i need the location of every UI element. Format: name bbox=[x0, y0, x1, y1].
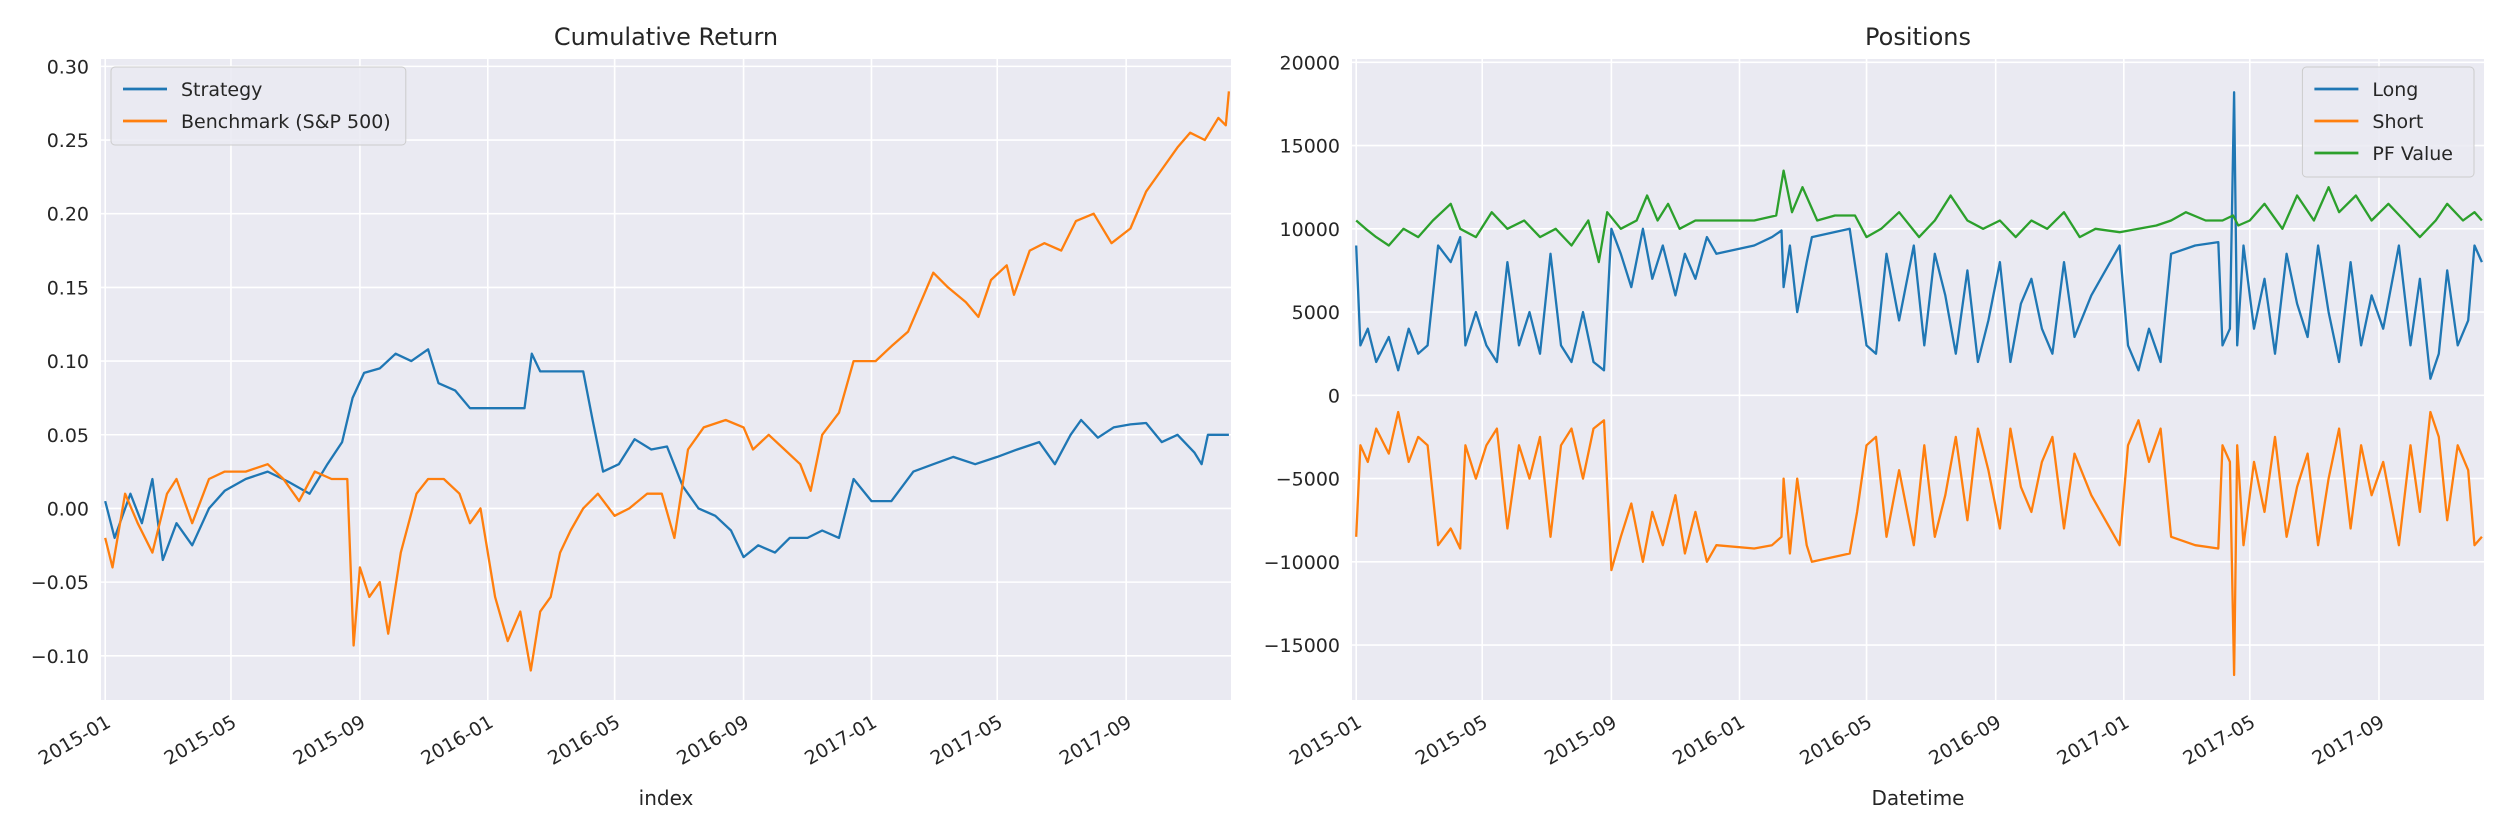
series-line-benchmark-s-p-500 bbox=[104, 91, 1231, 672]
x-tick-label: 2017-01 bbox=[801, 711, 881, 770]
x-tick-label: 2015-09 bbox=[289, 711, 369, 770]
y-tick-label: 10000 bbox=[1280, 219, 1340, 241]
x-axis-label: index bbox=[639, 786, 694, 810]
y-tick-label: 15000 bbox=[1280, 136, 1340, 158]
y-tick-label: 20000 bbox=[1280, 52, 1340, 74]
y-tick-label: 0.10 bbox=[47, 351, 89, 373]
legend-box bbox=[2301, 66, 2475, 178]
y-tick-label: −0.10 bbox=[31, 646, 89, 668]
x-tick-label: 2015-01 bbox=[1286, 711, 1366, 770]
y-tick-label: −0.05 bbox=[31, 572, 89, 594]
plot-area bbox=[1352, 59, 2484, 700]
y-tick-label: 0.00 bbox=[47, 498, 89, 520]
series-line-pf-value bbox=[1355, 169, 2483, 264]
series-line-long bbox=[1355, 91, 2483, 380]
legend-box bbox=[110, 66, 407, 146]
x-tick-label: 2015-01 bbox=[35, 711, 115, 770]
plot-area bbox=[101, 59, 1231, 700]
series-line-short bbox=[1355, 410, 2483, 677]
x-axis-label: Datetime bbox=[1872, 786, 1965, 810]
x-tick-label: 2016-05 bbox=[544, 711, 624, 770]
x-tick-label: 2015-05 bbox=[1412, 711, 1492, 770]
x-tick-label: 2017-09 bbox=[2309, 711, 2389, 770]
y-tick-label: 0.05 bbox=[47, 425, 89, 447]
legend-label: Long bbox=[2372, 79, 2418, 101]
x-tick-label: 2016-09 bbox=[1925, 711, 2005, 770]
chart-title: Positions bbox=[1865, 23, 1971, 51]
y-tick-label: −15000 bbox=[1264, 635, 1340, 657]
x-tick-label: 2017-01 bbox=[2053, 711, 2133, 770]
y-tick-label: 0.30 bbox=[47, 56, 89, 78]
chart-1: 2015-01 2015-05 2015-09 2016-01 2016-05 2016-… bbox=[1264, 23, 2484, 810]
y-tick-label: 0.15 bbox=[47, 277, 89, 299]
x-tick-label: 2017-09 bbox=[1056, 711, 1136, 770]
x-tick-label: 2017-05 bbox=[927, 711, 1007, 770]
y-tick-label: −5000 bbox=[1276, 469, 1340, 491]
x-tick-label: 2016-01 bbox=[1669, 711, 1749, 770]
legend-label: Benchmark (S&P 500) bbox=[181, 111, 391, 133]
legend-label: PF Value bbox=[2372, 143, 2453, 165]
legend-label: Short bbox=[2372, 111, 2423, 133]
y-tick-label: 5000 bbox=[1292, 302, 1340, 324]
x-tick-label: 2015-05 bbox=[161, 711, 241, 770]
x-tick-label: 2016-05 bbox=[1796, 711, 1876, 770]
x-tick-label: 2017-05 bbox=[2179, 711, 2259, 770]
chart-0: 2015-01 2015-05 2015-09 2016-01 2016-05 2016-… bbox=[31, 23, 1231, 810]
x-tick-label: 2016-01 bbox=[417, 711, 497, 770]
x-tick-label: 2015-09 bbox=[1541, 711, 1621, 770]
chart-title: Cumulative Return bbox=[554, 23, 778, 51]
legend-label: Strategy bbox=[181, 79, 262, 101]
y-tick-label: 0 bbox=[1328, 385, 1340, 407]
y-tick-label: −10000 bbox=[1264, 552, 1340, 574]
x-tick-label: 2016-09 bbox=[673, 711, 753, 770]
y-tick-label: 0.25 bbox=[47, 130, 89, 152]
y-tick-label: 0.20 bbox=[47, 204, 89, 226]
